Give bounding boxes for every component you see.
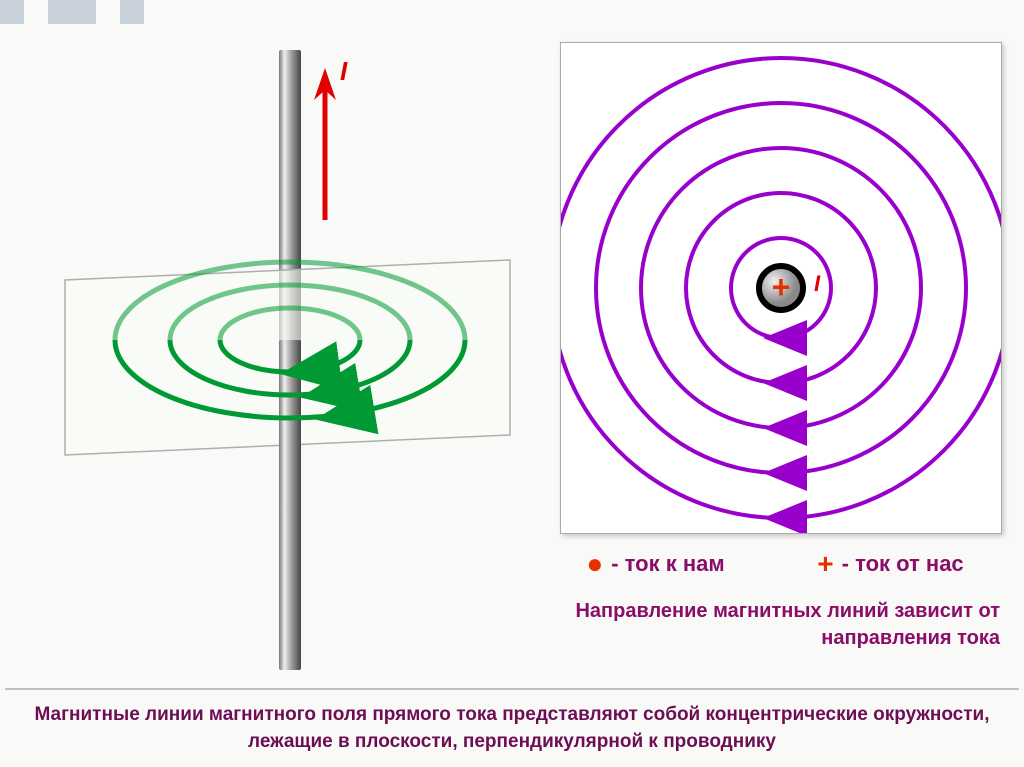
right-figure-top-view: + I xyxy=(560,42,1002,534)
decor-squares xyxy=(0,0,144,24)
plus-icon: + xyxy=(817,550,833,578)
legend-tok-k-nam: ● - ток к нам xyxy=(586,550,724,578)
legend-text-2: - ток от нас xyxy=(842,551,964,577)
dot-icon: ● xyxy=(586,550,603,578)
left-figure-3d-wire: I xyxy=(20,50,560,680)
current-label-left: I xyxy=(340,56,348,86)
concentric-explanation-text: Магнитные линии магнитного поля прямого … xyxy=(0,702,1024,755)
field-arrowheads xyxy=(771,338,791,518)
legend-tok-ot-nas: + - ток от нас xyxy=(817,550,963,578)
direction-dependency-text: Направление магнитных линий зависит от н… xyxy=(560,598,1000,652)
current-arrow: I xyxy=(314,56,348,220)
main-content: I xyxy=(0,30,1024,767)
divider-line xyxy=(5,688,1019,690)
left-diagram-svg: I xyxy=(20,50,560,680)
wire-cross-section: + I xyxy=(759,266,821,310)
wire-bottom xyxy=(279,340,301,670)
current-away-icon: + xyxy=(772,269,791,305)
legend-text-1: - ток к нам xyxy=(611,551,724,577)
right-diagram-svg: + I xyxy=(561,43,1001,533)
legend: ● - ток к нам + - ток от нас xyxy=(540,550,1010,578)
current-label-right: I xyxy=(814,271,821,296)
